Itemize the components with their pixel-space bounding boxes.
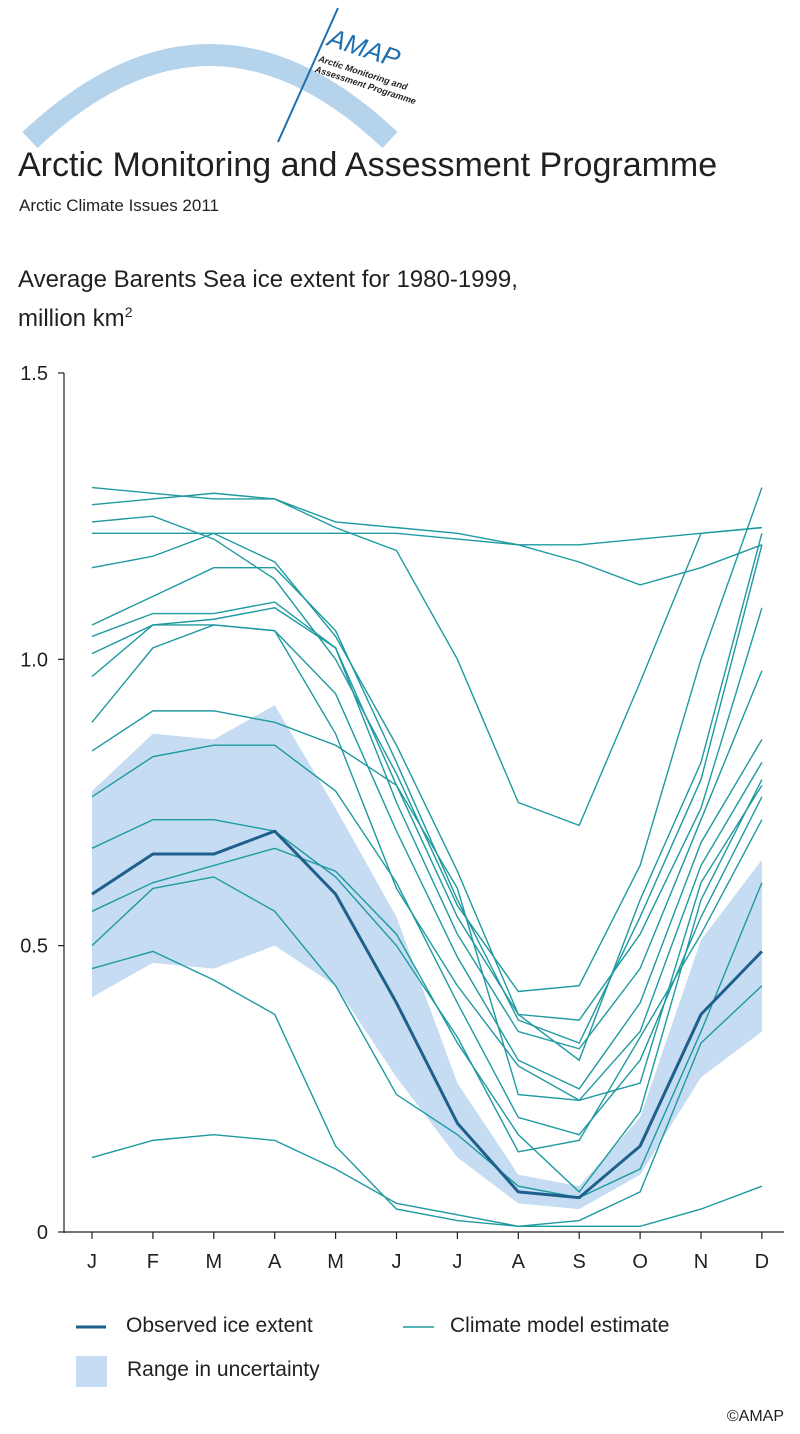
x-tick-label: J	[392, 1251, 402, 1273]
copyright: ©AMAP	[726, 1408, 784, 1425]
x-tick-label: N	[694, 1251, 708, 1273]
y-tick-label: 1.5	[20, 363, 48, 385]
model-line-8	[91, 607, 763, 1050]
legend-uncertainty-label: Range in uncertainty	[127, 1358, 320, 1381]
chart-title: Average Barents Sea ice extent for 1980-…	[18, 264, 518, 335]
model-line-9	[91, 624, 763, 1090]
model-line-14	[91, 779, 763, 1193]
x-tick-label: F	[147, 1251, 159, 1273]
x-tick-label: O	[632, 1251, 648, 1273]
logo-slash	[277, 7, 339, 143]
model-line-6	[91, 544, 763, 1044]
model-line-16	[91, 950, 763, 1227]
amap-logo: AMAP Arctic Monitoring and Assessment Pr…	[22, 7, 417, 149]
model-line-1	[91, 486, 762, 827]
legend-observed-label: Observed ice extent	[126, 1314, 313, 1337]
model-line-15	[91, 876, 763, 1199]
model-line-7	[91, 601, 763, 1021]
x-tick-label: A	[512, 1251, 526, 1273]
model-line-5	[91, 532, 763, 1062]
legend-model-label: Climate model estimate	[450, 1314, 670, 1337]
x-tick-label: M	[327, 1251, 344, 1273]
model-line-12	[91, 744, 763, 1136]
observed-line	[91, 829, 763, 1200]
y-tick-label: 0	[37, 1222, 48, 1244]
model-line-4	[91, 487, 763, 993]
uncertainty-band	[92, 705, 762, 1210]
legend-uncertainty-swatch	[76, 1356, 107, 1387]
x-tick-label: D	[755, 1251, 769, 1273]
report-subtitle: Arctic Climate Issues 2011	[19, 196, 219, 215]
logo-arc	[22, 44, 398, 149]
y-tick-label: 0.5	[20, 936, 48, 958]
model-line-2	[91, 492, 762, 546]
x-tick-label: J	[87, 1251, 97, 1273]
model-line-17	[91, 1133, 763, 1227]
chart-title-sup: 2	[124, 304, 133, 320]
x-tick-label: M	[205, 1251, 222, 1273]
model-line-3	[92, 532, 763, 586]
chart-title-line2: million km	[18, 305, 125, 332]
y-tick-label: 1.0	[20, 649, 48, 671]
x-tick-label: J	[452, 1251, 462, 1273]
org-title: Arctic Monitoring and Assessment Program…	[18, 146, 718, 184]
model-line-13	[91, 818, 763, 1153]
chart-title-line1: Average Barents Sea ice extent for 1980-…	[18, 266, 518, 293]
x-tick-label: S	[573, 1251, 586, 1273]
model-line-11	[91, 710, 763, 1101]
model-line-10	[91, 624, 763, 1102]
x-tick-label: A	[268, 1251, 282, 1273]
